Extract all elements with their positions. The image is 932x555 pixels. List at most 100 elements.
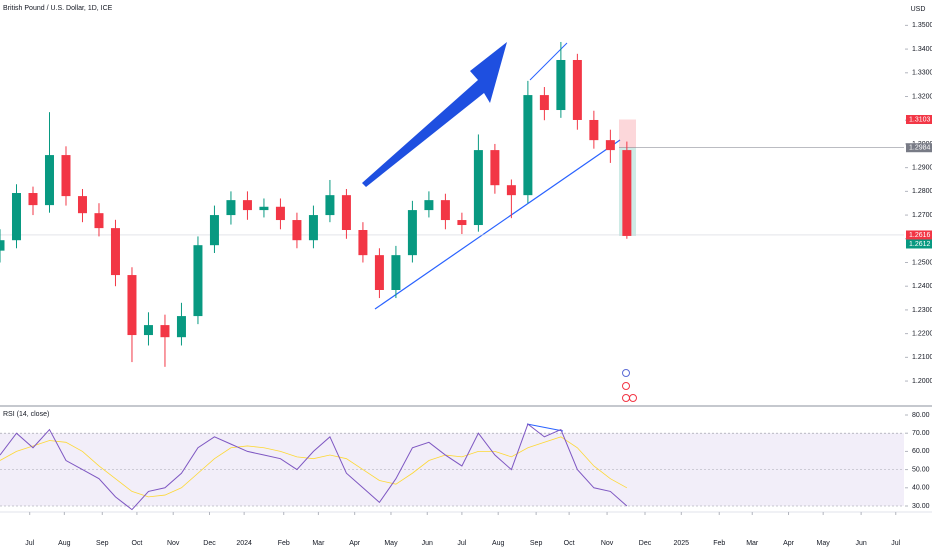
y-tick-label: 1.2800 (912, 188, 932, 195)
candle-body (94, 213, 104, 229)
y2-tick-label: 40.00 (912, 485, 930, 492)
y-tick-label: 1.2300 (912, 307, 932, 314)
price-tag-label: 1.2612 (909, 241, 931, 248)
x-tick-label: 2024 (236, 540, 252, 547)
y-tick-label: 1.3300 (912, 70, 932, 77)
price-tag (906, 230, 932, 240)
candle-body (44, 155, 54, 206)
x-tick-label: Jul (891, 540, 900, 547)
price-tag-label: 1.3103 (909, 116, 931, 123)
y-tick-label: 1.2900 (912, 164, 932, 171)
x-tick-label: Mar (312, 540, 325, 547)
y2-tick-label: 30.00 (912, 503, 930, 510)
x-tick-label: Dec (203, 540, 216, 547)
arrow-drawing (362, 42, 507, 187)
y-tick-label: 1.2400 (912, 283, 932, 290)
x-tick-label: Sep (96, 540, 109, 547)
candle-body (457, 220, 467, 226)
candle-body (325, 195, 335, 216)
y-tick-label: 1.3400 (912, 46, 932, 53)
candle-body (11, 193, 21, 241)
price-tag-label: 1.2616 (909, 232, 931, 239)
indicator-title: RSI (14, close) (3, 411, 49, 418)
event-icon (622, 369, 630, 377)
candle-body (556, 59, 566, 111)
candle-body (193, 245, 203, 317)
candle-body (160, 325, 170, 338)
candle-body (358, 230, 368, 256)
y2-tick-label: 50.00 (912, 466, 930, 473)
x-tick-label: Feb (278, 540, 290, 547)
candle-body (374, 255, 384, 290)
candle-body (589, 119, 599, 141)
y2-tick-label: 80.00 (912, 412, 930, 419)
event-icon (629, 394, 637, 402)
candle-body (77, 196, 87, 214)
candle-body (209, 215, 219, 246)
y-tick-label: 1.2200 (912, 330, 932, 337)
y2-tick-label: 60.00 (912, 448, 930, 455)
x-tick-label: Jul (25, 540, 34, 547)
x-tick-label: Jun (422, 540, 433, 547)
x-tick-label: Nov (601, 540, 614, 547)
candle-body (440, 200, 450, 221)
candle-body (424, 200, 434, 211)
x-tick-label: Sep (530, 540, 543, 547)
candle-body (176, 316, 186, 338)
x-tick-label: Aug (492, 540, 505, 547)
candle-body (127, 275, 137, 336)
x-tick-label: Oct (131, 540, 142, 547)
price-tag-label: 1.2984 (909, 145, 931, 152)
candle-body (490, 150, 500, 186)
x-tick-label: Jul (457, 540, 466, 547)
candle-body (407, 210, 417, 256)
candle-body (473, 150, 483, 226)
event-icon (622, 394, 630, 402)
candle-body (0, 240, 5, 251)
y-tick-label: 1.2000 (912, 378, 932, 385)
x-tick-label: Apr (783, 540, 795, 547)
price-tag (906, 143, 932, 153)
candle-body (622, 150, 632, 236)
candle-body (523, 95, 533, 196)
candle-body (308, 215, 318, 241)
event-icon (622, 382, 630, 390)
candle-body (341, 195, 351, 231)
rsi-line (0, 423, 628, 511)
y-tick-label: 1.2700 (912, 212, 932, 219)
candle-body (572, 59, 582, 120)
price-tag (906, 115, 932, 125)
candle-body (275, 206, 285, 221)
price-tag (906, 239, 932, 249)
x-tick-label: Jun (855, 540, 866, 547)
x-tick-label: May (384, 540, 398, 547)
candle-body (391, 255, 401, 290)
candle-body (61, 155, 71, 197)
candle-body (539, 95, 549, 111)
y-tick-label: 1.3200 (912, 93, 932, 100)
currency-label: USD (911, 6, 926, 13)
candle-body (28, 193, 38, 206)
x-tick-label: Nov (167, 540, 180, 547)
candle-body (110, 228, 120, 276)
stop-zone (619, 119, 636, 148)
candle-body (605, 140, 615, 151)
x-tick-label: Oct (564, 540, 575, 547)
rsi-divergence-line (526, 423, 564, 432)
x-tick-label: Dec (639, 540, 652, 547)
candle-body (143, 325, 153, 336)
x-tick-label: Aug (58, 540, 71, 547)
candle-body (506, 185, 516, 196)
x-tick-label: May (817, 540, 831, 547)
x-tick-label: Feb (713, 540, 725, 547)
candle-body (226, 200, 236, 216)
x-tick-label: Apr (349, 540, 361, 547)
y-tick-label: 1.2100 (912, 354, 932, 361)
y2-tick-label: 70.00 (912, 430, 930, 437)
x-tick-label: Mar (746, 540, 759, 547)
y-tick-label: 1.3500 (912, 22, 932, 29)
candle-body (242, 200, 252, 211)
x-tick-label: 2025 (674, 540, 690, 547)
y-tick-label: 1.2500 (912, 259, 932, 266)
